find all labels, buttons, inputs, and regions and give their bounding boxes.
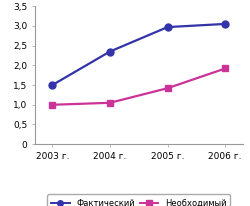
Legend: Фактический, Необходимый: Фактический, Необходимый (47, 194, 230, 206)
